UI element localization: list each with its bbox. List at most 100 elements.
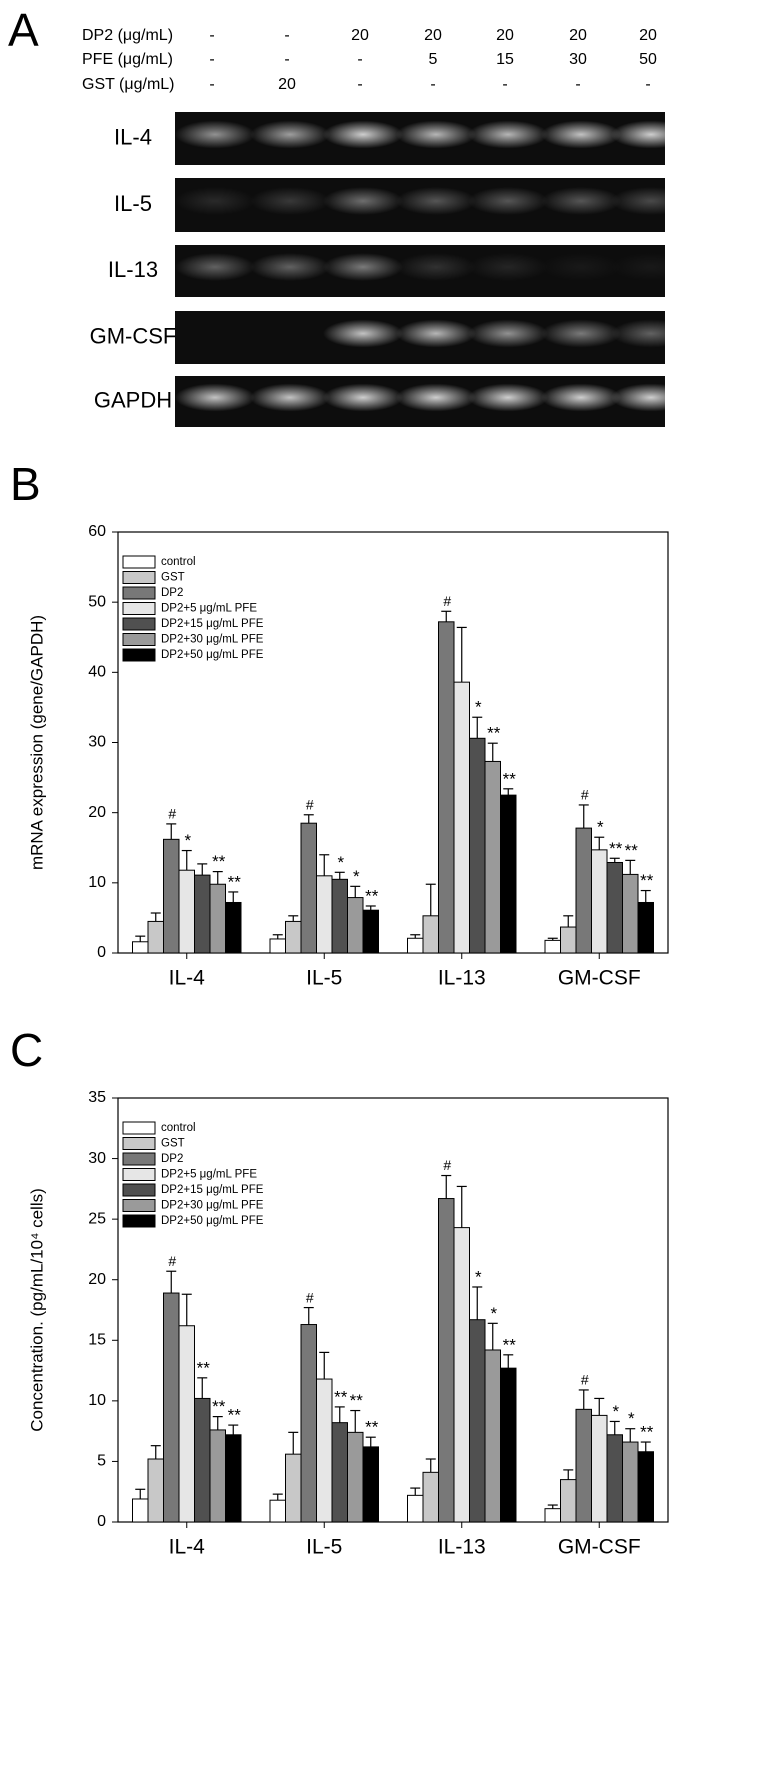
bar (194, 874, 211, 954)
bar (560, 926, 577, 954)
panel-label: A (8, 4, 39, 56)
gel-band (396, 187, 476, 215)
condition-value: 50 (639, 51, 657, 68)
legend-swatch (122, 1121, 156, 1135)
gel-band (541, 120, 621, 149)
bar (622, 873, 639, 954)
significance-label: # (443, 593, 451, 609)
bar (362, 1446, 379, 1523)
legend-label: DP2+30 μg/mL PFE (161, 1200, 264, 1212)
bar (591, 1414, 608, 1523)
bar (453, 1227, 470, 1523)
condition-value: - (284, 51, 289, 68)
gel-row-label: GM-CSF (90, 323, 177, 348)
bar (147, 1458, 164, 1523)
condition-value: - (209, 76, 214, 93)
y-tick-label: 0 (97, 944, 106, 961)
legend-swatch (122, 1199, 156, 1212)
bar (407, 1494, 424, 1523)
gel-band (541, 383, 621, 412)
bar (606, 1434, 623, 1523)
bar (178, 869, 195, 954)
condition-value: 20 (639, 27, 657, 44)
y-tick-label: 35 (88, 1089, 106, 1106)
significance-label: # (443, 1157, 451, 1173)
significance-label: ** (503, 1335, 517, 1354)
bar (331, 1422, 348, 1523)
condition-value: 30 (569, 51, 587, 68)
significance-label: ** (228, 872, 242, 891)
bar (484, 1349, 501, 1523)
bar (422, 915, 439, 954)
gel-row-label: IL-4 (114, 124, 152, 149)
significance-label: * (490, 1304, 497, 1323)
gel-band (468, 319, 548, 348)
x-tick-label: GM-CSF (558, 967, 641, 990)
bar (347, 1431, 364, 1523)
condition-value: 20 (351, 27, 369, 44)
legend-label: GST (161, 1138, 185, 1150)
significance-label: ** (212, 1397, 226, 1416)
y-axis-label: mRNA expression (gene/GAPDH) (27, 615, 46, 870)
significance-label: ** (350, 1391, 364, 1410)
condition-value: - (430, 76, 435, 93)
gel-band (468, 383, 548, 412)
bar (484, 760, 501, 954)
x-tick-label: IL-4 (169, 1536, 206, 1559)
legend-swatch (122, 1137, 156, 1150)
condition-value: 15 (496, 51, 514, 68)
panel-label: B (10, 458, 41, 510)
legend-label: DP2+5 μg/mL PFE (161, 603, 257, 615)
x-tick-label: IL-5 (306, 967, 342, 990)
gel-band (323, 383, 403, 412)
bar (285, 920, 302, 954)
gel-band (250, 187, 330, 215)
bar (591, 849, 608, 954)
legend-label: control (161, 556, 196, 568)
gel-row-label: IL-13 (108, 257, 158, 282)
significance-label: * (597, 818, 604, 837)
significance-label: * (628, 1409, 635, 1428)
gel-band (250, 383, 330, 412)
legend-label: DP2+50 μg/mL PFE (161, 649, 264, 661)
bar (637, 1451, 654, 1523)
gel-band (541, 187, 621, 215)
legend-swatch (122, 1183, 156, 1197)
gel-band (323, 120, 403, 149)
x-tick-label: IL-4 (169, 967, 206, 990)
bar (285, 1453, 302, 1523)
bar (163, 838, 180, 954)
significance-label: ** (609, 839, 623, 858)
x-tick-label: IL-13 (438, 967, 486, 990)
gel-band (396, 253, 476, 281)
significance-label: # (581, 1372, 589, 1388)
gel-band (250, 120, 330, 149)
bar (178, 1325, 195, 1523)
significance-label: * (353, 867, 360, 886)
y-tick-label: 10 (88, 874, 106, 891)
significance-label: * (337, 853, 344, 872)
gel-band (175, 187, 255, 215)
bar (163, 1292, 180, 1523)
legend-swatch (122, 602, 156, 615)
y-tick-label: 10 (88, 1392, 106, 1409)
x-tick-label: GM-CSF (558, 1536, 641, 1559)
y-tick-label: 60 (88, 523, 106, 540)
gel-band (541, 253, 621, 281)
bar (544, 939, 561, 954)
legend-label: DP2+50 μg/mL PFE (161, 1215, 264, 1227)
gel-band (323, 319, 403, 348)
significance-label: # (581, 787, 589, 803)
significance-label: ** (503, 769, 517, 788)
bar (300, 822, 317, 954)
gel-band (175, 383, 255, 412)
condition-value: - (575, 76, 580, 93)
panel-label: C (10, 1024, 43, 1076)
bar (453, 681, 470, 954)
x-tick-label: IL-13 (438, 1536, 486, 1559)
condition-label: DP2 (μg/mL) (82, 27, 173, 44)
gel-band (323, 187, 403, 215)
bar (147, 920, 164, 954)
bar (500, 794, 517, 954)
bar (331, 878, 348, 954)
